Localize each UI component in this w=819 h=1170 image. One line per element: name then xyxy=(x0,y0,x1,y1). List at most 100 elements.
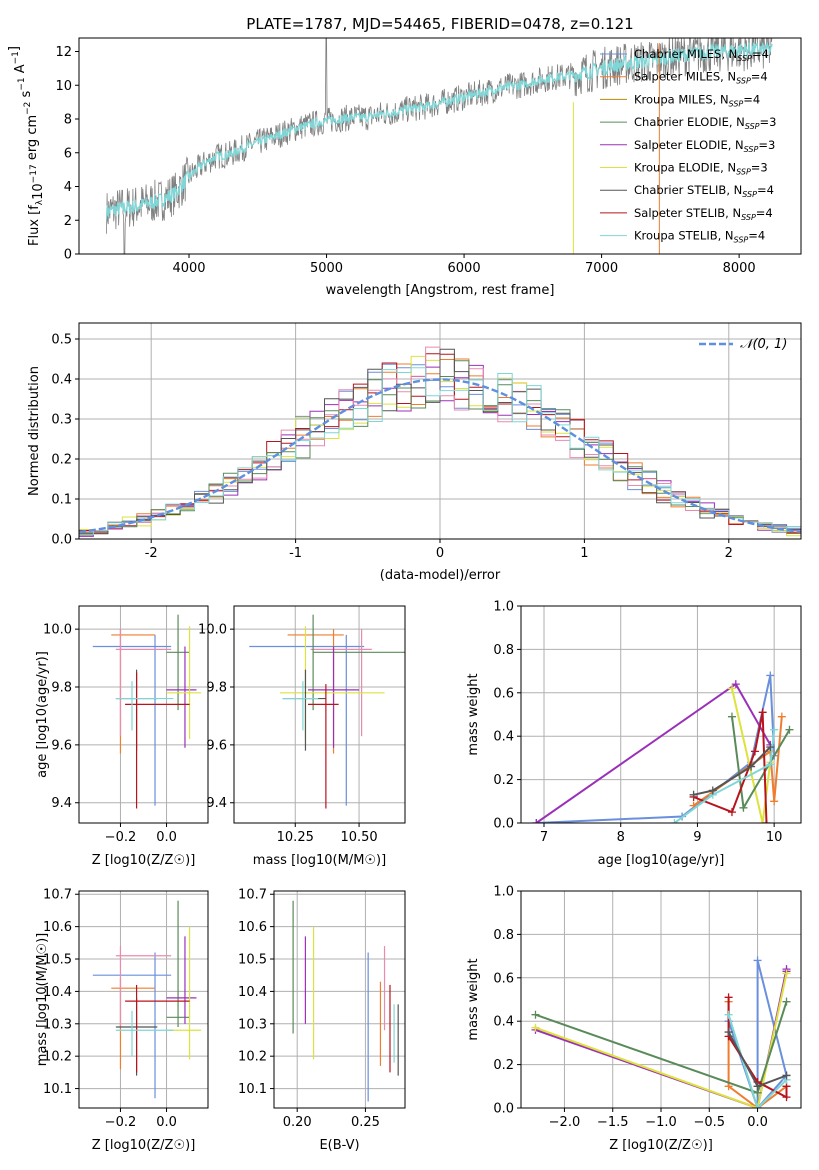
y-tick-label: 9.4 xyxy=(206,796,227,811)
x-tick-label: 0.25 xyxy=(351,1115,380,1130)
histogram-series xyxy=(79,348,801,535)
x-tick-label: 0.20 xyxy=(283,1115,312,1130)
x-axis-label: Z [log10(Z/Z☉)] xyxy=(92,1138,196,1153)
weight-series xyxy=(693,746,772,796)
legend-label: Kroupa ELODIE, NSSP=3 xyxy=(634,161,768,177)
y-tick-label: 10.5 xyxy=(238,953,267,968)
x-tick-label: -1 xyxy=(289,546,302,561)
y-tick-label: 2 xyxy=(64,214,72,229)
y-tick-label: 0.8 xyxy=(493,643,514,658)
y-tick-label: 0.4 xyxy=(493,730,514,745)
weight-marker xyxy=(731,680,740,689)
y-tick-label: 10 xyxy=(55,79,72,94)
axes-frame xyxy=(233,605,406,824)
axes-frame xyxy=(78,37,802,255)
y-tick-label: 0.0 xyxy=(493,1102,514,1117)
weight-marker xyxy=(724,1028,733,1037)
chart-0: 4000 5000 6000 7000 8000 0 2 4 6 8 10 12 wavelength … xyxy=(7,37,802,298)
y-axis-label: mass weight xyxy=(466,673,481,755)
x-tick-label: −2.0 xyxy=(549,1115,581,1130)
legend-label: Chabrier ELODIE, NSSP=3 xyxy=(634,115,776,131)
y-tick-label: 10.2 xyxy=(238,1050,267,1065)
axes-frame xyxy=(78,322,802,540)
axes-frame xyxy=(520,605,802,824)
x-tick-label: 7000 xyxy=(585,261,618,276)
weight-marker xyxy=(762,819,771,823)
x-tick-label: -2 xyxy=(145,546,158,561)
x-tick-label: 10 xyxy=(766,830,783,845)
weight-marker xyxy=(708,786,717,795)
axes-frame xyxy=(520,890,802,1109)
legend-label: 𝒩(0, 1) xyxy=(740,337,787,352)
weight-marker xyxy=(782,1093,791,1102)
y-tick-label: 0.1 xyxy=(51,493,72,508)
weight-marker xyxy=(531,1010,540,1019)
chart-4: 7 8 9 10 0.0 0.2 0.4 0.6 0.8 1.0 age [log10(age/yr… xyxy=(466,600,802,868)
x-axis-label: Z [log10(Z/Z☉)] xyxy=(92,853,196,868)
spectrum-line xyxy=(106,38,773,254)
weight-marker xyxy=(724,993,733,1002)
weight-marker xyxy=(753,1104,762,1108)
y-tick-label: 10.7 xyxy=(238,888,267,903)
x-axis-label: Z [log10(Z/Z☉)] xyxy=(609,1138,713,1153)
weight-marker xyxy=(782,969,791,978)
x-tick-label: 4000 xyxy=(172,261,205,276)
weight-marker xyxy=(782,997,791,1006)
y-tick-label: 0.0 xyxy=(493,817,514,832)
weight-series xyxy=(693,712,768,823)
x-tick-label: −0.2 xyxy=(105,830,137,845)
x-tick-label: −0.5 xyxy=(693,1115,725,1130)
y-tick-label: 0.2 xyxy=(493,773,514,788)
weight-series xyxy=(535,973,788,1108)
weight-marker xyxy=(531,1023,540,1032)
y-tick-label: 8 xyxy=(64,113,72,128)
x-tick-label: 0 xyxy=(436,546,444,561)
legend-label: Kroupa STELIB, NSSP=4 xyxy=(634,229,765,245)
weight-marker xyxy=(727,712,736,721)
y-tick-label: 0.3 xyxy=(51,413,72,428)
y-tick-label: 10.6 xyxy=(43,920,72,935)
weight-marker xyxy=(766,760,775,769)
x-axis-label: age [log10(age/yr)] xyxy=(598,853,725,868)
x-tick-label: 8 xyxy=(617,830,625,845)
chart-5: −0.2 0.0 10.1 10.2 10.3 10.4 10.5 10.6 10.7 Z [lo… xyxy=(35,888,209,1153)
plot-area xyxy=(531,956,791,1108)
weight-marker xyxy=(785,725,794,734)
spectrum-title: PLATE=1787, MJD=54465, FIBERID=0478, z=0… xyxy=(246,15,633,33)
chart-2: −0.2 0.0 9.4 9.6 9.8 10.0 Z [log10(Z/Z☉)] age [… xyxy=(35,605,209,868)
y-tick-label: 9.6 xyxy=(51,738,72,753)
x-tick-label: 10.50 xyxy=(340,830,377,845)
chart-7: −2.0 −1.5 −1.0 −0.5 0.0 0.0 0.2 0.4 0.6 0.8 1.0 Z [… xyxy=(466,885,802,1153)
y-tick-label: 0.2 xyxy=(51,453,72,468)
weight-series xyxy=(731,688,772,823)
y-tick-label: 0.4 xyxy=(493,1015,514,1030)
legend-label: Chabrier STELIB, NSSP=4 xyxy=(634,183,774,199)
y-axis-label: age [log10(age/yr)] xyxy=(35,651,50,778)
x-tick-label: 6000 xyxy=(448,261,481,276)
y-tick-label: 0.6 xyxy=(493,686,514,701)
y-tick-label: 10.4 xyxy=(43,985,72,1000)
weight-marker xyxy=(777,712,786,721)
weight-marker xyxy=(724,1010,733,1019)
y-tick-label: 10.0 xyxy=(198,623,227,638)
x-tick-label: 1 xyxy=(580,546,588,561)
y-tick-label: 10.5 xyxy=(43,953,72,968)
weight-marker xyxy=(753,1082,762,1091)
x-axis-label: (data-model)/error xyxy=(380,568,501,583)
x-axis-label: wavelength [Angstrom, rest frame] xyxy=(326,283,555,298)
weight-series xyxy=(727,1014,788,1108)
weight-marker xyxy=(739,803,748,812)
x-axis-label: mass [log10(M/M☉)] xyxy=(253,853,386,868)
axes-frame xyxy=(273,890,406,1109)
x-tick-label: −1.0 xyxy=(645,1115,677,1130)
x-axis-label: E(B-V) xyxy=(319,1138,359,1153)
axes-frame xyxy=(78,890,209,1109)
x-tick-label: 0.0 xyxy=(156,1115,177,1130)
plot-area xyxy=(105,38,773,254)
x-tick-label: 10.25 xyxy=(277,830,314,845)
plot-area xyxy=(92,900,202,1099)
x-tick-label: 9 xyxy=(693,830,701,845)
weight-marker xyxy=(782,1071,791,1080)
y-tick-label: 0.4 xyxy=(51,373,72,388)
